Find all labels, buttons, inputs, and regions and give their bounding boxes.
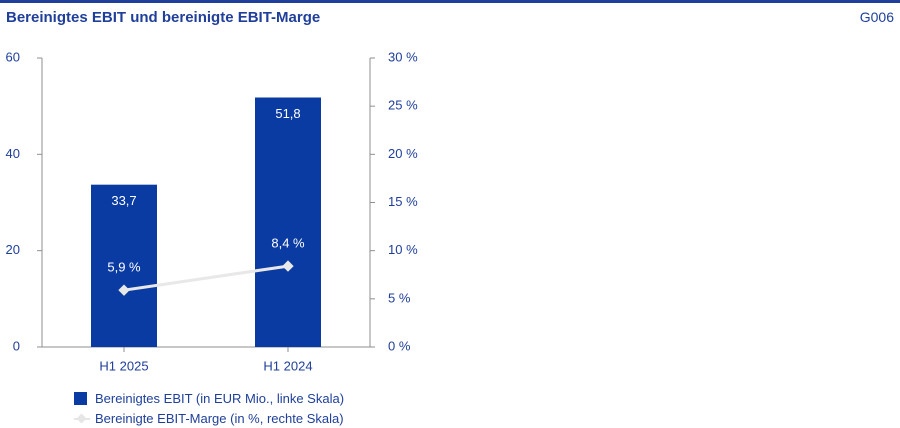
- margin-label: 5,9 %: [107, 260, 141, 275]
- y-right-tick-label: 25 %: [388, 98, 418, 113]
- x-tick-label: H1 2024: [263, 358, 312, 373]
- margin-line: [123, 264, 289, 292]
- legend-item-margin: Bereinigte EBIT-Marge (in %, rechte Skal…: [74, 408, 344, 428]
- legend-swatch-line: [74, 412, 90, 425]
- chart-canvas: 0 20 40 60 0 % 5 % 10 % 15 % 20 % 25 % 30 % H1 2025…: [6, 49, 419, 373]
- margin-point: [282, 260, 294, 272]
- legend-swatch-bar: [74, 391, 87, 405]
- bar: [255, 97, 321, 347]
- top-rule: [0, 0, 900, 3]
- y-right-tick-label: 30 %: [388, 49, 418, 64]
- legend: Bereinigtes EBIT (in EUR Mio., linke Ska…: [74, 388, 344, 428]
- legend-item-ebit: Bereinigtes EBIT (in EUR Mio., linke Ska…: [74, 388, 344, 408]
- y-left-tick-label: 40: [6, 146, 20, 161]
- y-left-tick-label: 60: [6, 49, 20, 64]
- y-left-tick-label: 0: [13, 338, 20, 353]
- figure-code: G006: [859, 9, 894, 25]
- y-left-tick-label: 20: [6, 242, 20, 257]
- bar: [91, 184, 157, 347]
- y-right-tick-label: 10 %: [388, 242, 418, 257]
- legend-label-ebit: Bereinigtes EBIT (in EUR Mio., linke Ska…: [95, 390, 345, 406]
- x-tick-label: H1 2025: [99, 358, 148, 373]
- bar-label: 33,7: [111, 193, 136, 208]
- y-right-tick-label: 0 %: [388, 338, 411, 353]
- y-right-tick-label: 20 %: [388, 146, 418, 161]
- y-right-tick-label: 5 %: [388, 290, 411, 305]
- y-right-tick-label: 15 %: [388, 194, 418, 209]
- bar-label: 51,8: [275, 106, 300, 121]
- legend-label-margin: Bereinigte EBIT-Marge (in %, rechte Skal…: [95, 410, 344, 426]
- margin-label: 8,4 %: [271, 236, 305, 251]
- chart-title: Bereinigtes EBIT und bereinigte EBIT-Mar…: [6, 9, 321, 26]
